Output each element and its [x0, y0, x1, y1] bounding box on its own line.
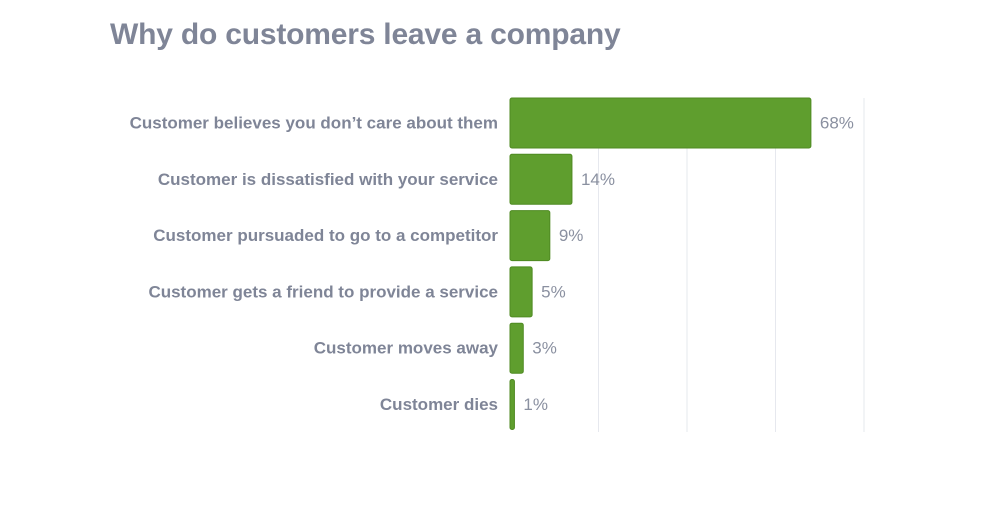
value-labels: 68% 14% 9% 5% 3% 1%: [523, 114, 854, 415]
value-label-5: 1%: [523, 395, 548, 414]
category-label-5: Customer dies: [380, 395, 498, 414]
category-labels: Customer believes you don’t care about t…: [130, 114, 499, 415]
bar-0: [509, 97, 812, 149]
category-label-2: Customer pursuaded to go to a competitor: [153, 226, 498, 245]
gridlines: [598, 98, 865, 432]
bar-4: [509, 322, 524, 374]
chart-title: Why do customers leave a company: [110, 18, 621, 51]
bars: [509, 97, 812, 430]
bar-5: [509, 379, 515, 430]
category-label-3: Customer gets a friend to provide a serv…: [148, 282, 498, 301]
value-label-0: 68%: [820, 114, 854, 133]
category-label-1: Customer is dissatisfied with your servi…: [158, 170, 498, 189]
value-label-3: 5%: [541, 282, 566, 301]
bar-1: [509, 153, 573, 205]
bar-2: [509, 210, 551, 262]
value-label-4: 3%: [532, 339, 557, 358]
value-label-1: 14%: [581, 170, 615, 189]
category-label-4: Customer moves away: [314, 339, 499, 358]
category-label-0: Customer believes you don’t care about t…: [130, 114, 498, 133]
value-label-2: 9%: [559, 226, 584, 245]
bar-3: [509, 266, 533, 318]
